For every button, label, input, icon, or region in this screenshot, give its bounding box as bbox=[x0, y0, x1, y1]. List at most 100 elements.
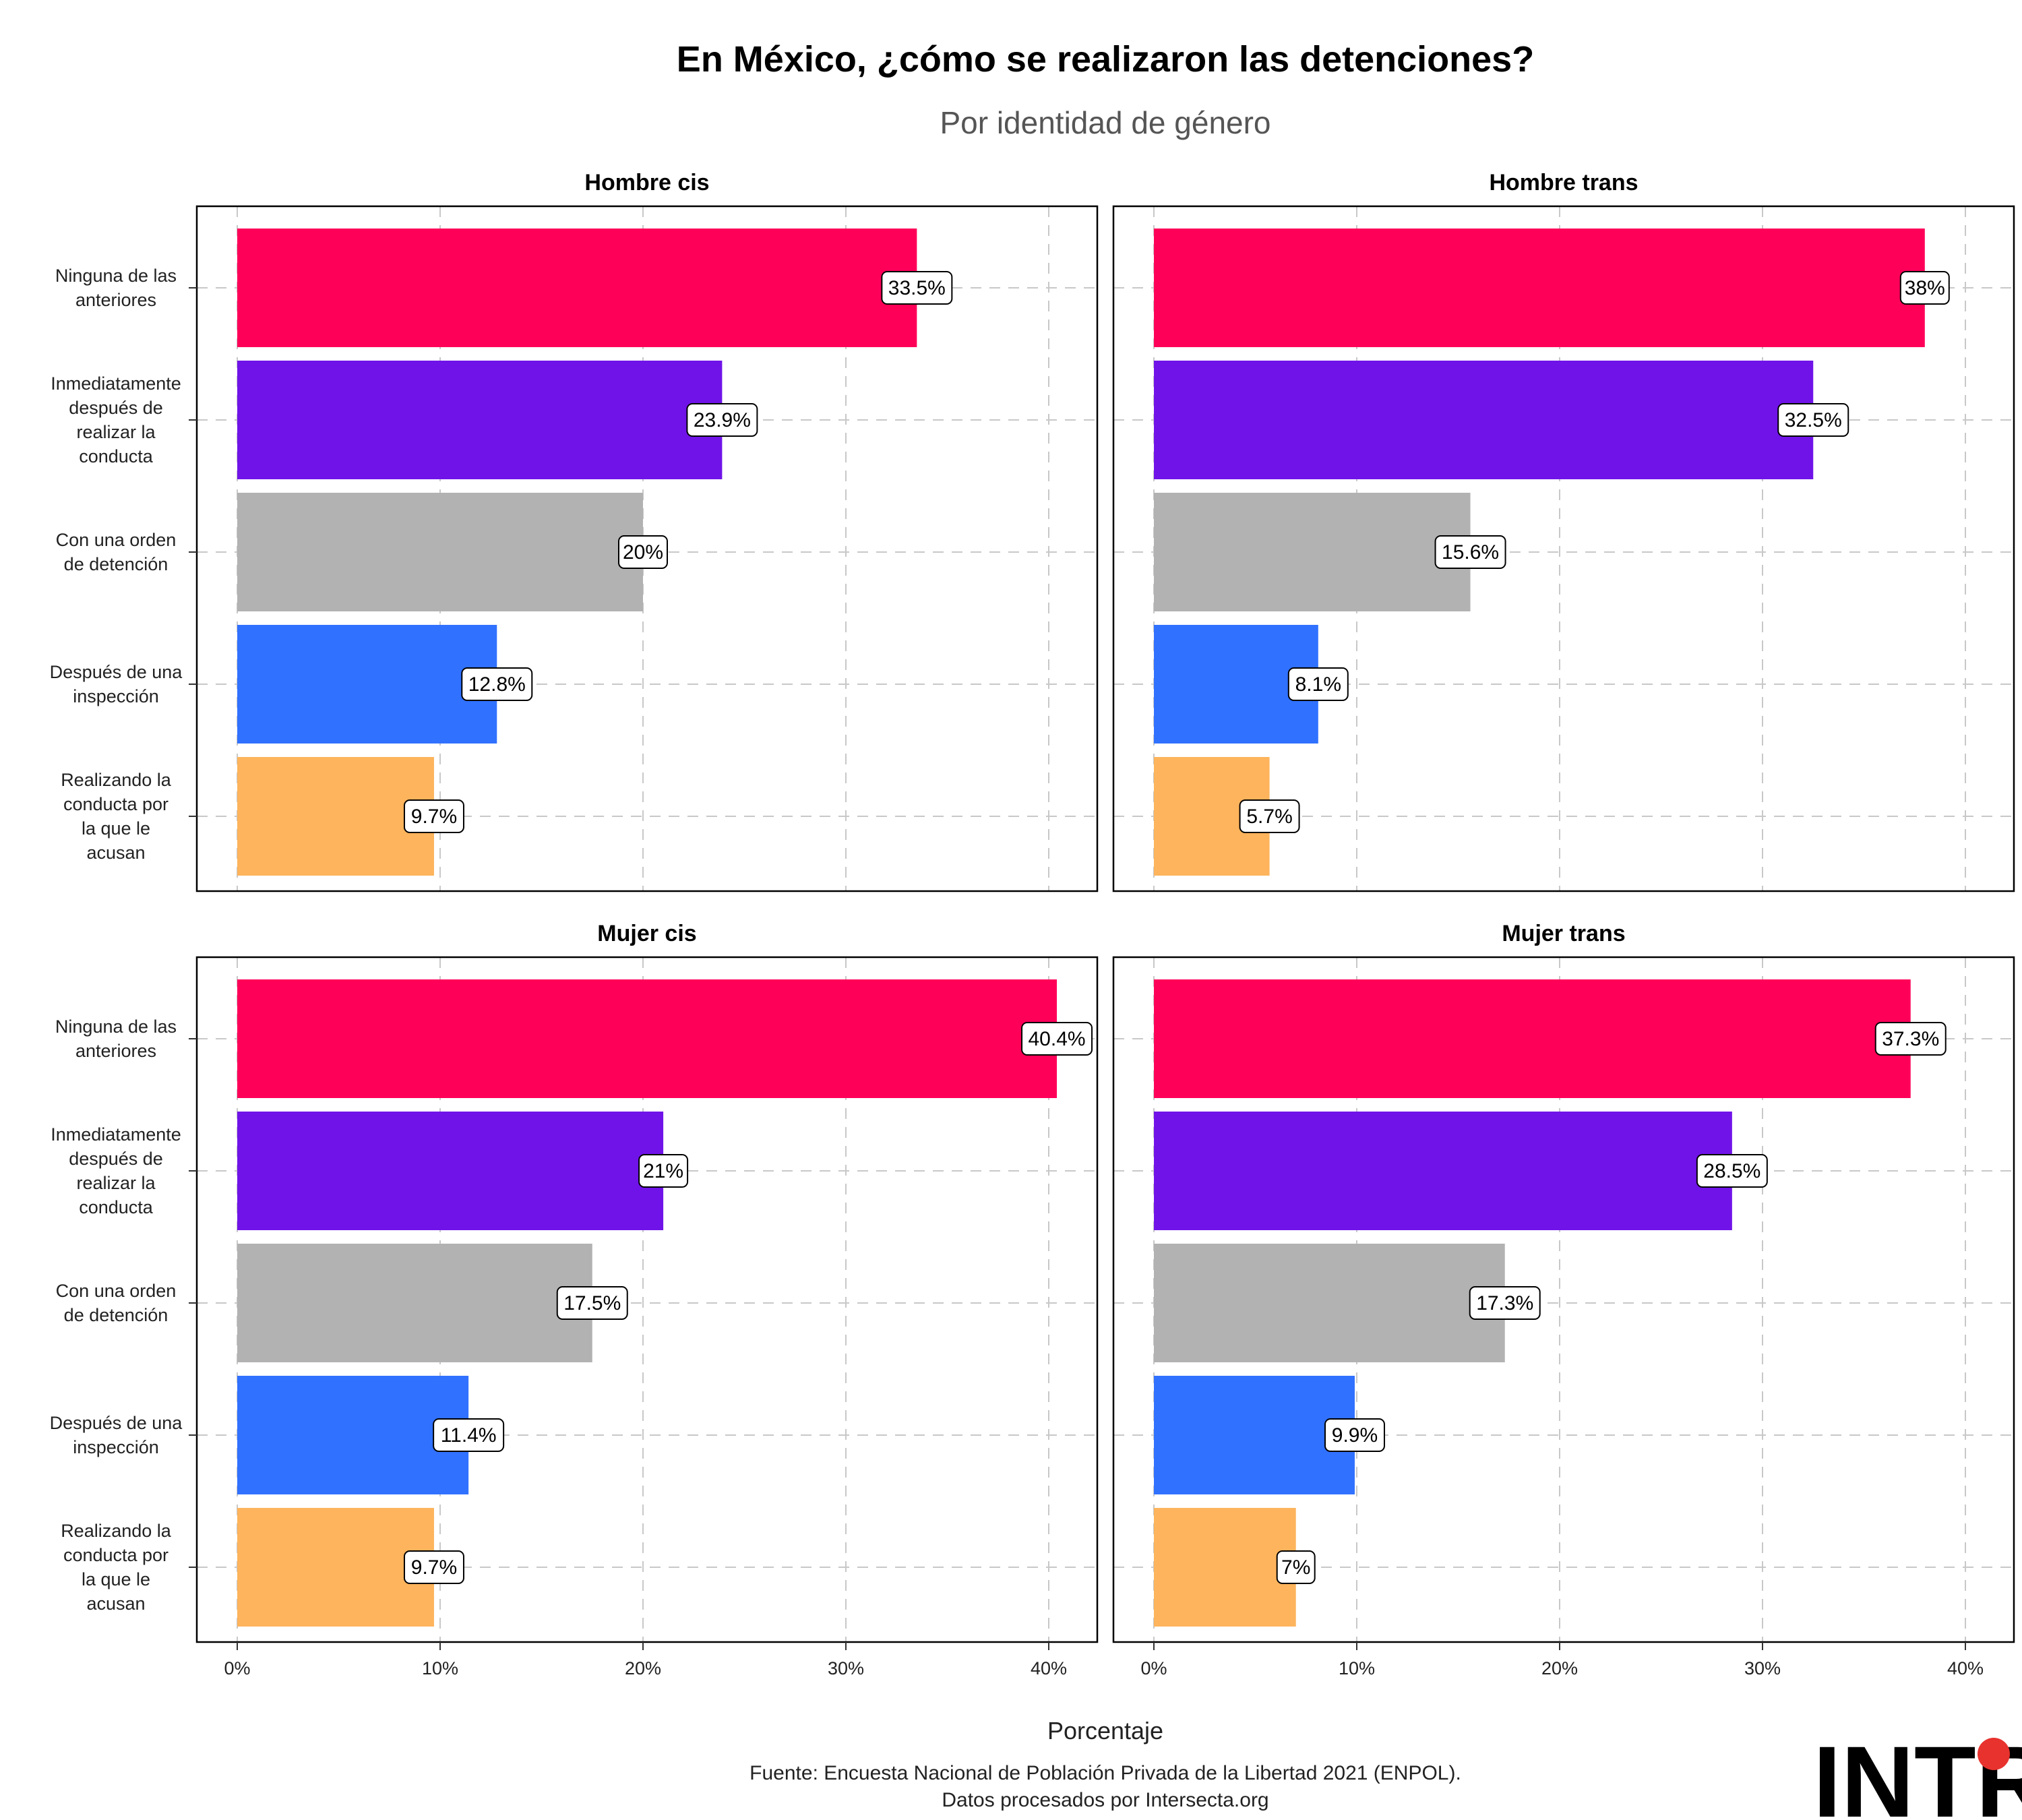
data-label-box bbox=[638, 1154, 689, 1188]
data-label-box bbox=[1276, 1550, 1316, 1584]
category-label: Después de una bbox=[50, 1413, 183, 1433]
facet-title: Mujer trans bbox=[1502, 921, 1625, 946]
category-label: Con una orden bbox=[56, 1281, 177, 1301]
facet-panel: Mujer cis 40.4% 21% 17.5% 11.4% 9.7% Ninguna d… bbox=[50, 921, 1099, 1678]
category-label: acusan bbox=[86, 843, 145, 863]
x-tick-label: 40% bbox=[1031, 1658, 1067, 1678]
data-label-text: 9.7% bbox=[411, 1556, 457, 1579]
category-label: Ninguna de las bbox=[55, 266, 177, 286]
category-label: de detención bbox=[64, 554, 168, 574]
category-label: conducta bbox=[79, 1197, 154, 1217]
intersecta-logo: INTR bbox=[1813, 1725, 2022, 1820]
data-label-box bbox=[686, 403, 758, 437]
data-label-box bbox=[881, 271, 953, 305]
data-label-box bbox=[1469, 1286, 1541, 1320]
x-tick-label: 20% bbox=[625, 1658, 661, 1678]
bar bbox=[1154, 1508, 1296, 1627]
data-label: 32.5% bbox=[1777, 403, 1849, 437]
category-label: la que le bbox=[82, 818, 150, 839]
data-label: 12.8% bbox=[461, 667, 533, 701]
data-label-text: 37.3% bbox=[1882, 1028, 1939, 1050]
bar bbox=[1154, 979, 1911, 1098]
bar bbox=[237, 229, 917, 347]
bar bbox=[237, 1112, 664, 1230]
x-tick-label: 20% bbox=[1541, 1658, 1578, 1678]
category-label: de detención bbox=[64, 1305, 168, 1325]
data-label: 9.7% bbox=[403, 1550, 464, 1584]
category-label: inspección bbox=[73, 686, 159, 706]
data-label-text: 40.4% bbox=[1029, 1028, 1086, 1050]
data-label-box bbox=[1324, 1418, 1385, 1452]
data-label-text: 5.7% bbox=[1246, 806, 1292, 828]
facet-panel: Hombre trans 38% 32.5% 15.6% 8.1% 5.7% bbox=[1112, 170, 2015, 892]
data-label: 17.3% bbox=[1469, 1286, 1541, 1320]
category-label: la que le bbox=[82, 1569, 150, 1589]
category-label: realizar la bbox=[76, 422, 156, 442]
category-label: Con una orden bbox=[56, 530, 177, 550]
data-label-text: 21% bbox=[643, 1160, 683, 1182]
bar bbox=[1154, 1376, 1355, 1494]
data-label-text: 7% bbox=[1281, 1556, 1310, 1579]
bar bbox=[1154, 361, 1814, 479]
data-label: 15.6% bbox=[1434, 535, 1506, 569]
data-label-text: 17.3% bbox=[1476, 1292, 1533, 1314]
category-label: después de bbox=[69, 1149, 163, 1169]
data-label: 8.1% bbox=[1287, 667, 1349, 701]
data-label: 20% bbox=[618, 535, 668, 569]
data-label: 17.5% bbox=[556, 1286, 628, 1320]
facet-title: Mujer cis bbox=[597, 921, 696, 946]
data-label-box bbox=[618, 535, 668, 569]
category-label: Ninguna de las bbox=[55, 1017, 177, 1037]
facet-panel: Mujer trans 37.3% 28.5% 17.3% 9.9% 7% 0% 10% 20%… bbox=[1112, 921, 2015, 1678]
facet-title: Hombre trans bbox=[1489, 170, 1638, 195]
data-label-box bbox=[1239, 799, 1300, 833]
x-tick-label: 10% bbox=[1339, 1658, 1375, 1678]
category-label: conducta bbox=[79, 446, 154, 466]
panel-border bbox=[195, 956, 1099, 1643]
panel-border bbox=[195, 205, 1099, 892]
data-label-text: 9.7% bbox=[411, 806, 457, 828]
facet-title: Hombre cis bbox=[584, 170, 709, 195]
facets: Hombre cis 33.5% 23.9% 20% 12.8% 9.7% Ninguna … bbox=[50, 170, 2015, 1678]
data-label-box bbox=[1021, 1022, 1093, 1056]
x-tick-label: 40% bbox=[1947, 1658, 1984, 1678]
logo-dot bbox=[1978, 1738, 2010, 1770]
data-label-text: 33.5% bbox=[888, 277, 946, 299]
data-label-text: 12.8% bbox=[468, 673, 526, 696]
data-label: 5.7% bbox=[1239, 799, 1300, 833]
category-label: conducta por bbox=[63, 794, 168, 814]
facet-panel: Hombre cis 33.5% 23.9% 20% 12.8% 9.7% Ninguna … bbox=[50, 170, 1099, 892]
data-label-box bbox=[556, 1286, 628, 1320]
data-label: 7% bbox=[1276, 1550, 1316, 1584]
data-label: 9.7% bbox=[403, 799, 464, 833]
x-tick-label: 0% bbox=[1140, 1658, 1167, 1678]
bar bbox=[237, 757, 434, 876]
data-label-text: 11.4% bbox=[441, 1424, 497, 1447]
data-label-box bbox=[461, 667, 533, 701]
caption-line-2: Datos procesados por Intersecta.org bbox=[942, 1789, 1268, 1811]
bar bbox=[237, 1376, 469, 1494]
bar bbox=[1154, 229, 1925, 347]
category-label: conducta por bbox=[63, 1545, 168, 1565]
bar bbox=[237, 493, 643, 611]
category-label: inspección bbox=[73, 1437, 159, 1457]
data-label-box bbox=[1696, 1154, 1768, 1188]
category-label: realizar la bbox=[76, 1173, 156, 1193]
data-label: 37.3% bbox=[1874, 1022, 1947, 1056]
data-label-text: 8.1% bbox=[1295, 673, 1341, 696]
caption-line-1: Fuente: Encuesta Nacional de Población P… bbox=[749, 1762, 1461, 1784]
x-axis-title: Porcentaje bbox=[1047, 1717, 1163, 1745]
data-label-box bbox=[433, 1418, 505, 1452]
data-label-text: 17.5% bbox=[563, 1292, 621, 1314]
data-label-text: 20% bbox=[623, 541, 663, 564]
category-label: Inmediatamente bbox=[51, 1124, 181, 1145]
data-label-box bbox=[1899, 271, 1950, 305]
data-label: 23.9% bbox=[686, 403, 758, 437]
data-label-text: 9.9% bbox=[1332, 1424, 1378, 1447]
data-label: 11.4% bbox=[433, 1418, 505, 1452]
bar bbox=[237, 361, 723, 479]
data-label: 40.4% bbox=[1021, 1022, 1093, 1056]
category-label: acusan bbox=[86, 1594, 145, 1614]
x-tick-label: 30% bbox=[828, 1658, 864, 1678]
data-label-text: 15.6% bbox=[1442, 541, 1499, 564]
